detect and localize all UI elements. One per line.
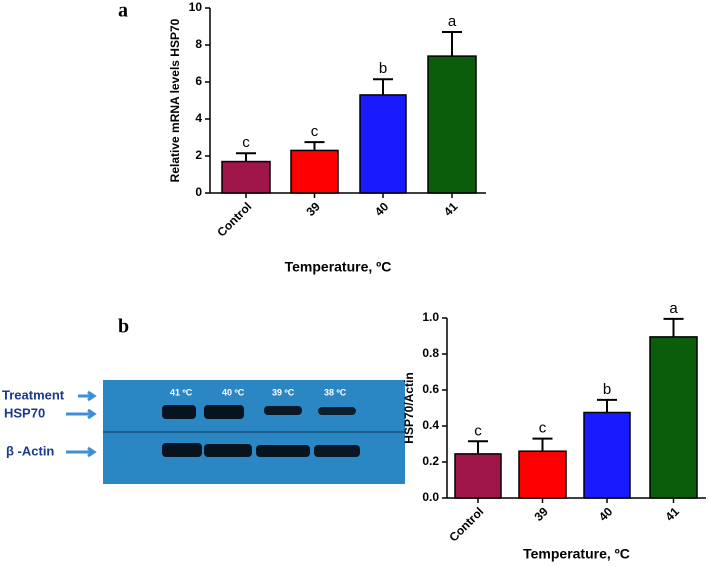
row-label: Treatment	[2, 387, 65, 402]
lane-label: 41 ºC	[170, 387, 193, 397]
x-axis-label: Temperature, ºC	[285, 259, 392, 275]
bar	[649, 336, 698, 499]
annotation: c	[311, 123, 319, 140]
error-bar	[442, 31, 462, 57]
x-tick-label: 41	[663, 504, 683, 524]
error-bar	[663, 317, 684, 337]
x-tick-label: 39	[532, 504, 552, 524]
bar	[518, 450, 567, 499]
band	[204, 405, 244, 419]
annotation: a	[448, 13, 457, 30]
band	[204, 444, 252, 457]
band	[162, 405, 196, 419]
band	[162, 443, 202, 457]
error-bar	[373, 78, 393, 95]
y-tick-label: 8	[195, 37, 202, 51]
annotation: c	[242, 134, 250, 151]
row-label: β -Actin	[6, 443, 54, 458]
error-bar	[597, 398, 617, 413]
annotation: c	[474, 422, 482, 439]
row-label: HSP70	[4, 405, 45, 420]
annotation: c	[539, 420, 547, 437]
error-bar	[468, 440, 488, 454]
panel-label: a	[118, 0, 128, 22]
annotation: b	[379, 60, 387, 77]
annotation: b	[603, 381, 611, 398]
bar	[290, 149, 339, 194]
y-tick-label: 0.6	[422, 382, 439, 396]
error-bar	[532, 437, 553, 452]
y-tick-label: 4	[195, 111, 202, 125]
arrow	[66, 408, 97, 420]
band	[256, 445, 310, 457]
x-tick-label: 40	[372, 199, 392, 219]
x-tick-label: Control	[214, 199, 254, 239]
x-tick-label: Control	[446, 504, 486, 544]
y-tick-label: 0.4	[422, 418, 439, 432]
x-tick-label: 40	[596, 504, 616, 524]
y-tick-label: 0.2	[422, 454, 439, 468]
arrow	[78, 390, 97, 402]
y-tick-label: 0.8	[422, 346, 439, 360]
lane-label: 39 ºC	[272, 387, 295, 397]
y-tick-label: 6	[195, 74, 202, 88]
y-axis-label: HSP70/Actin	[402, 372, 416, 443]
y-tick-label: 0	[195, 185, 202, 199]
band	[314, 445, 360, 457]
y-tick-label: 10	[189, 0, 203, 14]
arrow	[66, 446, 97, 458]
band	[264, 406, 302, 415]
lane-label: 38 ºC	[324, 387, 347, 397]
x-axis-label: Temperature, ºC	[523, 546, 630, 562]
x-tick-label: 39	[304, 199, 324, 219]
bar	[221, 160, 271, 194]
bar	[454, 453, 502, 499]
bar	[359, 94, 407, 194]
western-blot: 41 ºC 40 ºC 39 ºC 38 ºC Treatment HSP70 …	[2, 380, 405, 484]
x-tick-label: 41	[441, 199, 461, 219]
error-bar	[236, 152, 256, 162]
y-axis-label: Relative mRNA levels HSP70	[168, 18, 182, 182]
panel-label: b	[118, 316, 129, 338]
annotation: a	[669, 300, 678, 317]
y-tick-label: 0.0	[422, 490, 439, 504]
band	[318, 407, 356, 415]
bar	[427, 55, 477, 194]
bar	[583, 411, 631, 499]
lane-label: 40 ºC	[222, 387, 245, 397]
error-bar	[304, 141, 325, 151]
y-tick-label: 2	[195, 148, 202, 162]
y-tick-label: 1.0	[422, 310, 439, 324]
